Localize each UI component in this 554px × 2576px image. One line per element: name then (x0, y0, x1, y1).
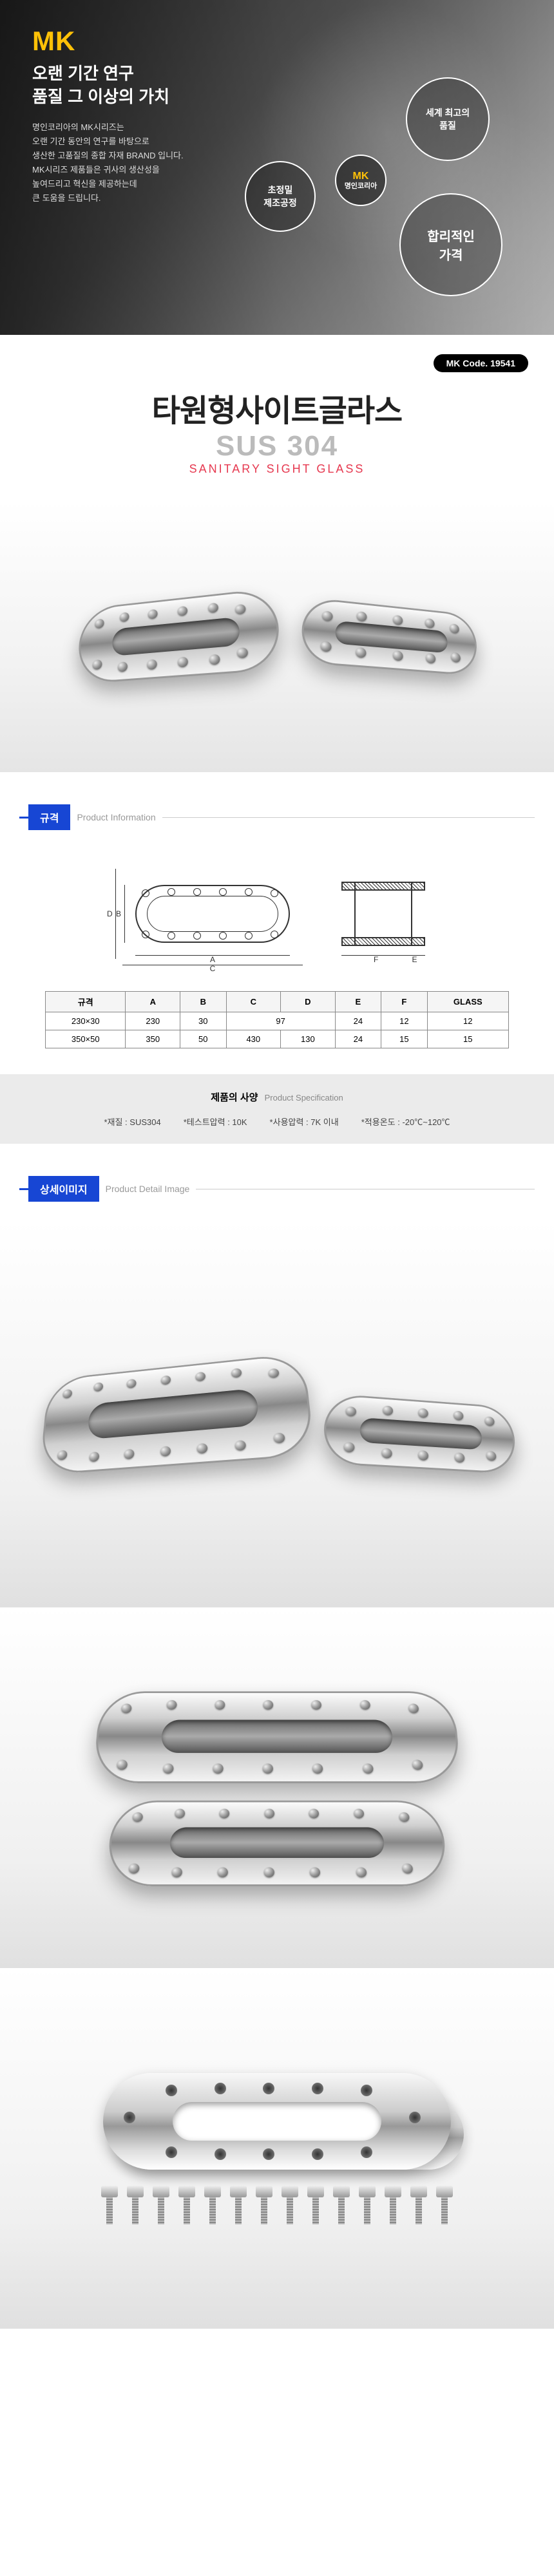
bolt-icon (307, 2186, 324, 2224)
bolt-icon (153, 2186, 169, 2224)
frame-disassembled (103, 2073, 451, 2170)
title-korean: 타원형사이트글라스 (0, 385, 554, 430)
hero-banner: MK 오랜 기간 연구 품질 그 이상의 가치 명인코리아의 MK시리즈는 오랜… (0, 0, 554, 335)
bolt-icon (282, 2186, 298, 2224)
sight-glass-flat-1 (92, 1691, 461, 1783)
section-title-en: Product Detail Image (106, 1184, 190, 1194)
diagram-side-view: F E (335, 869, 432, 959)
detail-image-1 (0, 1221, 554, 1607)
title-material: SUS 304 (0, 430, 554, 462)
detail-image-2 (0, 1607, 554, 1968)
spec-table: 규격 A B C D E F GLASS 230×30 230 30 97 24… (45, 991, 509, 1048)
tagline: 오랜 기간 연구 품질 그 이상의 가치 (32, 62, 522, 109)
table-row: 230×30 230 30 97 24 12 12 (46, 1012, 509, 1030)
loose-bolts-row (101, 2186, 453, 2224)
tagline-line1: 오랜 기간 연구 (32, 64, 134, 83)
sight-glass-small (321, 1393, 517, 1474)
bolt-icon (178, 2186, 195, 2224)
bolt-icon (230, 2186, 247, 2224)
section-title-en: Product Information (77, 812, 155, 822)
dim-label-e: E (412, 955, 417, 964)
product-hero-image (0, 502, 554, 772)
prodspec-items: *재질 : SUS304 *테스트압력 : 10K *사용압력 : 7K 이내 … (26, 1115, 528, 1128)
section-header-info: 규격 Product Information (0, 804, 554, 830)
bolt-icon (204, 2186, 221, 2224)
spec-item: *적용온도 : -20℃~120℃ (361, 1115, 450, 1128)
tagline-line2: 품질 그 이상의 가치 (32, 87, 169, 106)
table-header-row: 규격 A B C D E F GLASS (46, 992, 509, 1012)
bolt-icon (101, 2186, 118, 2224)
dim-label-a: A (210, 955, 215, 964)
product-code-badge: MK Code. 19541 (434, 354, 528, 372)
detail-image-3 (0, 1968, 554, 2329)
title-block: 타원형사이트글라스 SUS 304 SANITARY SIGHT GLASS (0, 372, 554, 502)
sight-glass-render-1 (77, 587, 282, 685)
dim-label-c: C (210, 964, 216, 973)
bolt-icon (256, 2186, 272, 2224)
sight-glass-render-2 (300, 596, 478, 676)
bolt-icon (333, 2186, 350, 2224)
dim-label-d: D (107, 909, 113, 918)
title-english: SANITARY SIGHT GLASS (0, 462, 554, 476)
section-header-detail: 상세이미지 Product Detail Image (0, 1176, 554, 1202)
bolt-icon (436, 2186, 453, 2224)
hero-description: 명인코리아의 MK시리즈는 오랜 기간 동안의 연구를 바탕으로 생산한 고품질… (32, 120, 522, 206)
spec-item: *테스트압력 : 10K (184, 1115, 247, 1128)
sight-glass-large (39, 1352, 315, 1475)
diagram-top-view: A C B D (122, 869, 303, 959)
section-title-kr: 상세이미지 (28, 1176, 99, 1202)
dim-label-f: F (374, 955, 378, 964)
bolt-icon (385, 2186, 401, 2224)
table-row: 350×50 350 50 430 130 24 15 15 (46, 1030, 509, 1048)
spec-item: *사용압력 : 7K 이내 (270, 1115, 339, 1128)
dim-label-b: B (116, 909, 121, 918)
product-spec-box: 제품의 사양 Product Specification *재질 : SUS30… (0, 1074, 554, 1144)
brand-logo: MK (32, 26, 522, 57)
spec-item: *재질 : SUS304 (104, 1115, 160, 1128)
dimension-diagram: A C B D F E (0, 849, 554, 978)
hero-content: MK 오랜 기간 연구 품질 그 이상의 가치 명인코리아의 MK시리즈는 오랜… (0, 0, 554, 231)
bolt-icon (127, 2186, 144, 2224)
sight-glass-flat-2 (106, 1801, 448, 1886)
prodspec-title: 제품의 사양 Product Specification (26, 1090, 528, 1104)
bolt-icon (359, 2186, 376, 2224)
section-title-kr: 규격 (28, 804, 70, 830)
bolt-icon (410, 2186, 427, 2224)
